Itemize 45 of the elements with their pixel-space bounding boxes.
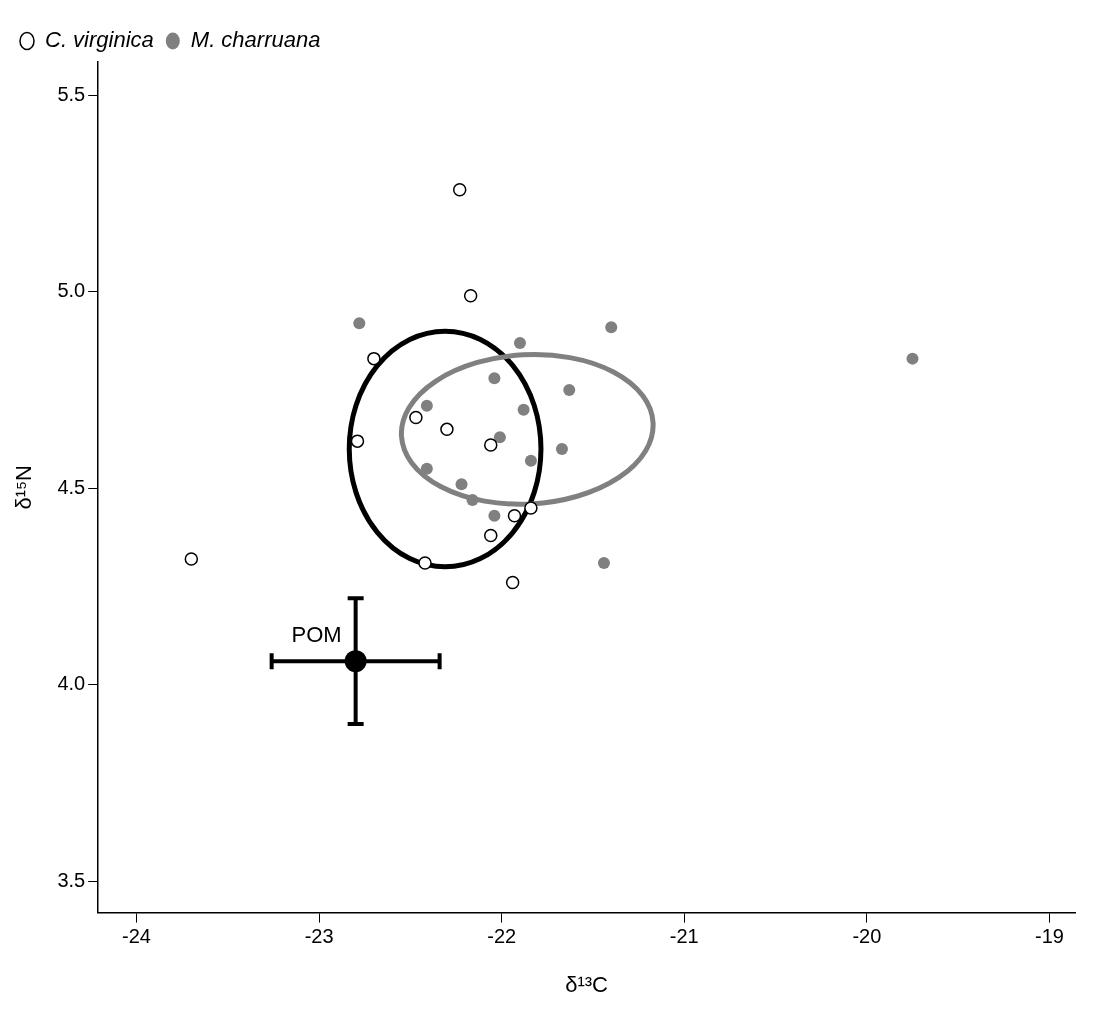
point [488,509,501,522]
point [455,478,468,491]
point [440,422,454,437]
x-tick-label: -20 [852,925,882,948]
point [505,575,520,590]
y-tick-label: 5.5 [57,82,86,105]
point [418,556,432,570]
point [597,556,610,569]
point [517,403,530,416]
y-tick-label: 5.0 [57,279,86,302]
point [452,182,467,197]
point [524,454,537,467]
legend-label: M. charruana [190,27,321,53]
point [484,528,498,543]
x-tick-label: -22 [487,925,517,948]
point [605,321,618,334]
point [563,384,576,397]
point [350,434,365,448]
x-axis-title: δ¹³C [565,971,609,997]
point [463,289,478,303]
x-tick-label: -23 [304,925,334,948]
point [513,336,526,349]
point [420,399,433,412]
y-tick-label: 4.5 [57,475,86,498]
x-tick-label: -19 [1034,925,1064,948]
point [184,552,199,566]
point [420,462,433,475]
point [353,317,366,330]
point [507,509,522,523]
x-tick-label: -24 [122,925,151,948]
point [555,442,568,455]
x-tick-label: -21 [669,925,699,948]
y-tick-label: 4.0 [57,672,86,695]
point [484,438,498,452]
point [367,351,381,366]
y-tick-label: 3.5 [57,868,86,891]
point [466,494,479,507]
point [409,410,423,425]
legend-label: C. virginica [45,27,154,53]
point [488,372,501,385]
point [493,431,506,444]
point [524,501,538,515]
annotation: POM [291,622,342,648]
point [906,352,919,365]
y-axis-title: δ¹⁵N [11,465,37,510]
